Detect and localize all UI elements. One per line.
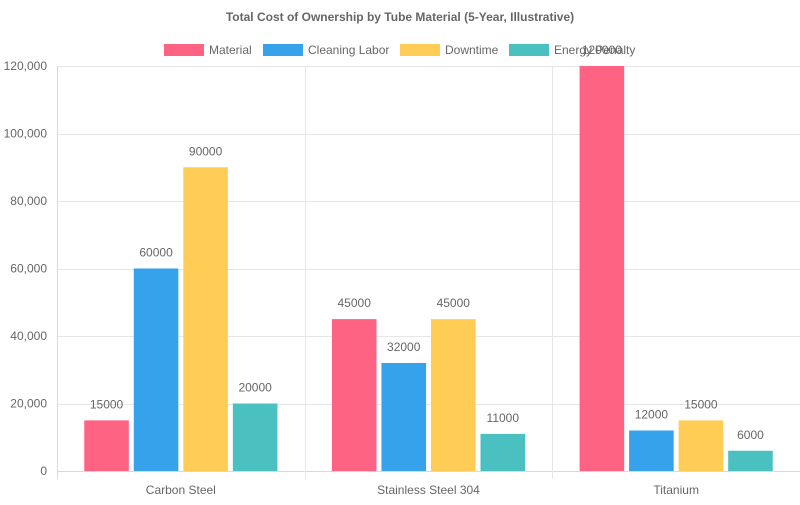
x-axis: Carbon Steel Stainless Steel 304 Titanium	[146, 483, 699, 497]
bar-value-label: 6000	[737, 428, 764, 442]
bar[interactable]	[430, 319, 476, 471]
bar-value-label: 12000	[635, 408, 669, 422]
bar-value-label: 120000	[582, 43, 622, 57]
bar[interactable]	[629, 430, 674, 472]
legend-label[interactable]: Energy Penalty	[554, 43, 635, 57]
y-axis: 0 20,000 40,000 60,000 80,000 100,000 120,000	[4, 59, 48, 478]
chart-title: Total Cost of Ownership by Tube Material…	[226, 10, 574, 24]
bar[interactable]	[579, 66, 625, 471]
y-tick-label: 100,000	[4, 127, 48, 141]
y-tick-label: 60,000	[10, 262, 47, 276]
bars	[84, 66, 773, 471]
bar-value-label: 90000	[189, 144, 223, 158]
bar[interactable]	[728, 450, 773, 471]
bar[interactable]	[232, 403, 278, 472]
y-tick-label: 80,000	[10, 194, 47, 208]
legend-label[interactable]: Cleaning Labor	[308, 43, 389, 57]
legend-label[interactable]: Downtime	[445, 43, 499, 57]
bar[interactable]	[331, 319, 377, 471]
data-labels: 15000 60000 90000 20000 45000 32000 45000 11000…	[90, 43, 764, 442]
legend-swatch[interactable]	[509, 44, 549, 56]
x-tick-label: Titanium	[653, 483, 699, 497]
bar[interactable]	[381, 363, 427, 471]
bar-value-label: 15000	[684, 397, 718, 411]
bar[interactable]	[480, 433, 526, 471]
bar-value-label: 11000	[487, 411, 520, 425]
x-tick-label: Stainless Steel 304	[377, 483, 480, 497]
bar[interactable]	[678, 420, 724, 471]
y-tick-label: 20,000	[10, 397, 47, 411]
y-tick-label: 120,000	[4, 59, 48, 73]
bar[interactable]	[84, 420, 129, 471]
legend-swatch[interactable]	[164, 44, 204, 56]
y-tick-label: 40,000	[10, 329, 47, 343]
bar-value-label: 60000	[139, 246, 173, 260]
legend-label[interactable]: Material	[209, 43, 252, 57]
bar[interactable]	[183, 167, 228, 471]
y-tick-label: 0	[40, 464, 47, 478]
bar-value-label: 32000	[387, 340, 421, 354]
bar[interactable]	[133, 268, 179, 472]
legend: Material Cleaning Labor Downtime Energy Pen…	[164, 43, 635, 57]
bar-value-label: 45000	[338, 296, 372, 310]
bar-value-label: 20000	[238, 381, 272, 395]
legend-swatch[interactable]	[400, 44, 440, 56]
bar-value-label: 15000	[90, 397, 124, 411]
x-tick-label: Carbon Steel	[146, 483, 216, 497]
legend-swatch[interactable]	[263, 44, 303, 56]
bar-value-label: 45000	[437, 296, 471, 310]
grid	[57, 66, 800, 479]
